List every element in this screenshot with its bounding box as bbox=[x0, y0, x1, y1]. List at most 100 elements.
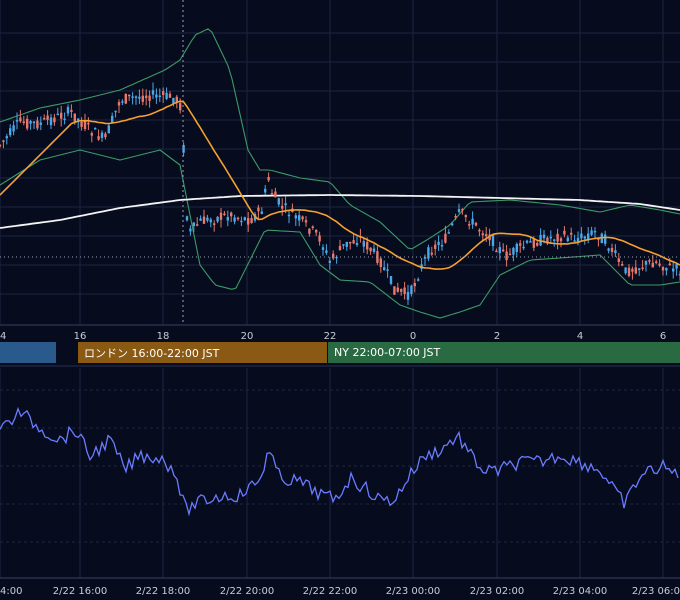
candle-body-151 bbox=[512, 247, 515, 255]
candle-body-164 bbox=[556, 233, 559, 242]
candle-body-179 bbox=[607, 248, 610, 251]
candle-body-133 bbox=[451, 223, 454, 226]
candle-body-68 bbox=[230, 212, 233, 217]
candle-body-100 bbox=[338, 245, 342, 251]
candle-body-118 bbox=[400, 289, 403, 292]
candle-body-66 bbox=[223, 213, 226, 216]
candle-body-125 bbox=[423, 256, 427, 259]
candle-body-110 bbox=[372, 248, 376, 252]
candle-body-122 bbox=[413, 283, 416, 287]
candle-body-58 bbox=[196, 224, 199, 226]
candle-body-97 bbox=[328, 260, 331, 263]
session-bar-ny: NY 22:00-07:00 JST bbox=[328, 342, 680, 363]
candle-body-168 bbox=[570, 232, 573, 235]
candle-body-31 bbox=[104, 133, 107, 138]
candle-body-55 bbox=[185, 216, 189, 221]
candle-body-18 bbox=[60, 112, 63, 119]
candle-body-32 bbox=[107, 125, 110, 134]
candle-body-103 bbox=[349, 241, 352, 244]
candle-body-99 bbox=[335, 256, 338, 259]
candle-body-40 bbox=[134, 96, 138, 98]
candle-body-121 bbox=[410, 285, 413, 294]
time-tick-label-8: 2/23 06:0 bbox=[632, 586, 680, 597]
candle-body-146 bbox=[495, 250, 498, 253]
candle-body-194 bbox=[658, 263, 661, 266]
candle-body-184 bbox=[624, 267, 627, 274]
candle-body-189 bbox=[641, 267, 644, 269]
candle-body-140 bbox=[474, 222, 478, 226]
candle-body-196 bbox=[665, 267, 668, 271]
price-tick-label-5: 0 bbox=[410, 331, 416, 342]
candle-body-131 bbox=[444, 233, 447, 243]
candle-body-4 bbox=[12, 125, 15, 132]
candle-body-143 bbox=[485, 234, 488, 237]
price-tick-label-7: 4 bbox=[577, 331, 583, 342]
candle-body-47 bbox=[158, 95, 161, 98]
candle-body-182 bbox=[617, 258, 620, 262]
candle-body-30 bbox=[100, 132, 104, 138]
markers bbox=[0, 0, 680, 325]
candle-body-147 bbox=[498, 247, 501, 254]
candle-body-123 bbox=[417, 279, 420, 281]
candle-body-172 bbox=[583, 236, 586, 239]
time-tick-label-7: 2/23 04:00 bbox=[553, 586, 607, 597]
price-time-axis: 4 16 18 20 22 0 2 4 6 bbox=[0, 331, 666, 342]
candle-body-128 bbox=[434, 244, 437, 249]
candle-body-198 bbox=[672, 268, 675, 272]
candle-body-16 bbox=[53, 117, 56, 123]
candle-body-95 bbox=[321, 247, 325, 250]
candle-body-137 bbox=[464, 214, 467, 218]
candle-body-35 bbox=[117, 102, 121, 106]
candle-body-127 bbox=[430, 252, 433, 255]
candle-body-84 bbox=[284, 203, 287, 206]
candle-body-6 bbox=[19, 117, 22, 122]
candle-body-51 bbox=[172, 97, 175, 104]
time-axis: 4:00 2/22 16:00 2/22 18:00 2/22 20:00 2/22 2… bbox=[0, 586, 680, 597]
candle-body-23 bbox=[77, 118, 80, 121]
candle-body-73 bbox=[247, 218, 250, 225]
candle-body-1 bbox=[2, 140, 5, 142]
candle-body-174 bbox=[590, 230, 593, 235]
candle-body-142 bbox=[481, 233, 484, 236]
candle-body-36 bbox=[121, 101, 124, 103]
candle-body-77 bbox=[260, 211, 263, 214]
candle-body-20 bbox=[66, 107, 70, 114]
candle-body-181 bbox=[614, 250, 617, 254]
candle-body-173 bbox=[587, 233, 590, 240]
candle-body-117 bbox=[396, 287, 399, 292]
candle-body-21 bbox=[70, 109, 73, 112]
time-tick-label-4: 2/22 22:00 bbox=[303, 586, 357, 597]
grid bbox=[0, 0, 680, 579]
candle-body-22 bbox=[73, 113, 76, 122]
candle-body-108 bbox=[366, 241, 369, 250]
candle-body-39 bbox=[131, 96, 134, 98]
candle-body-166 bbox=[563, 230, 566, 235]
candle-body-109 bbox=[369, 247, 372, 252]
candle-body-80 bbox=[270, 193, 274, 195]
candle-body-138 bbox=[468, 224, 471, 226]
candle-body-107 bbox=[362, 241, 365, 247]
candle-body-69 bbox=[233, 217, 236, 222]
candle-body-116 bbox=[393, 286, 396, 295]
time-tick-label-0: 4:00 bbox=[0, 586, 22, 597]
candle-body-180 bbox=[610, 247, 614, 252]
oscillator-line bbox=[0, 406, 679, 517]
ma-short-line bbox=[0, 100, 680, 270]
candle-body-52 bbox=[175, 96, 178, 103]
candle-body-163 bbox=[553, 239, 556, 241]
candle-body-188 bbox=[638, 268, 641, 270]
price-tick-label-4: 22 bbox=[324, 331, 337, 342]
ma-long-line bbox=[0, 194, 680, 229]
candle-body-17 bbox=[56, 113, 59, 116]
time-tick-label-3: 2/22 20:00 bbox=[220, 586, 274, 597]
candle-body-197 bbox=[668, 263, 671, 266]
candle-body-178 bbox=[604, 234, 607, 244]
candle-body-14 bbox=[46, 115, 49, 120]
candle-body-148 bbox=[502, 249, 505, 252]
candle-body-105 bbox=[355, 242, 359, 245]
candle-body-187 bbox=[634, 267, 637, 274]
time-tick-label-5: 2/23 00:00 bbox=[386, 586, 440, 597]
candle-body-3 bbox=[9, 128, 12, 136]
candle-body-46 bbox=[155, 94, 158, 98]
candle-body-185 bbox=[627, 267, 631, 276]
